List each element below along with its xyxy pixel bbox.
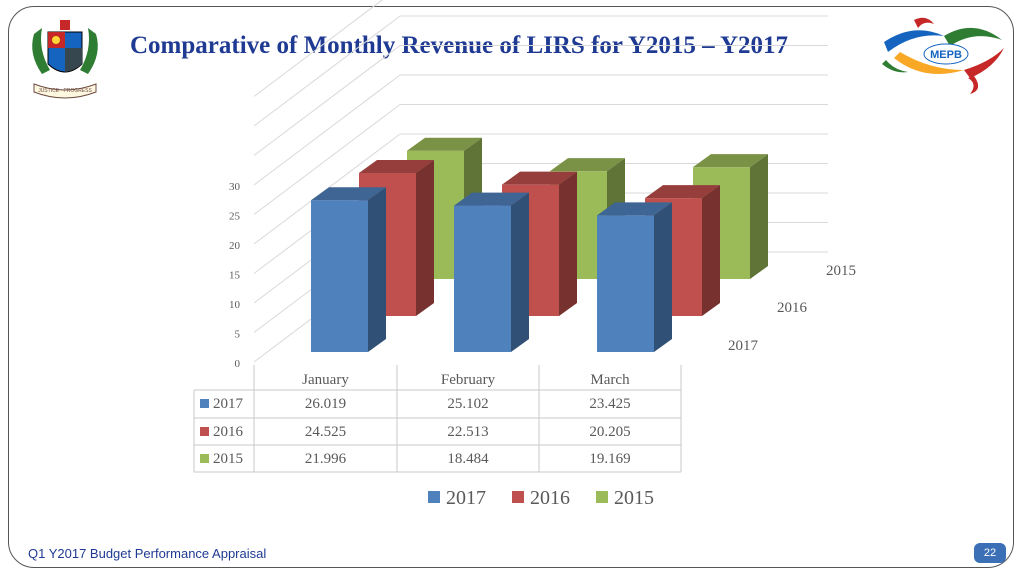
legend-label-2016: 2016 xyxy=(530,487,570,509)
bar-front-2017-January xyxy=(311,200,368,352)
table-cell: 19.169 xyxy=(589,451,630,467)
legend-label-2015: 2015 xyxy=(614,487,654,509)
slide-frame xyxy=(8,6,1014,568)
gridline-diagonal xyxy=(253,15,401,127)
table-row-label-2017: 2017 xyxy=(213,396,244,412)
table-cell: 21.996 xyxy=(305,451,347,467)
bar-top-2017-February xyxy=(454,192,529,206)
bar-side-2016-January xyxy=(416,159,434,316)
bar-top-2017-January xyxy=(311,187,386,201)
bar-front-2017-March xyxy=(597,215,654,352)
table-cell: 26.019 xyxy=(305,396,346,412)
bar-top-2016-February xyxy=(502,171,577,185)
y-tick-label: 25 xyxy=(229,211,241,223)
bar-top-2016-March xyxy=(645,185,720,199)
mepb-logo-text: MEPB xyxy=(930,49,962,61)
bar-front-2017-February xyxy=(454,205,511,352)
crest-motto-text: JUSTICE · PROGRESS xyxy=(38,88,92,94)
bar-side-2016-March xyxy=(702,185,720,316)
y-tick-label: 20 xyxy=(229,240,241,252)
lagos-crest-logo: JUSTICE · PROGRESS xyxy=(32,20,98,99)
y-tick-label: 5 xyxy=(235,329,241,341)
footer-text: Q1 Y2017 Budget Performance Appraisal xyxy=(28,546,267,561)
series-depth-label-2016: 2016 xyxy=(777,300,808,316)
y-tick-label: 10 xyxy=(229,299,241,311)
series-depth-label-2017: 2017 xyxy=(728,338,759,354)
bar-side-2017-January xyxy=(368,187,386,352)
table-legend-key-2016 xyxy=(200,427,209,436)
legend-label-2017: 2017 xyxy=(446,487,486,509)
legend-swatch-2016 xyxy=(512,491,524,503)
bar-top-2015-March xyxy=(693,154,768,168)
table-cell: 22.513 xyxy=(447,424,488,440)
table-header-February: February xyxy=(441,372,496,388)
y-tick-label: 30 xyxy=(229,181,241,193)
bar-side-2017-March xyxy=(654,202,672,352)
gridline-diagonal xyxy=(253,104,401,215)
table-cell: 20.205 xyxy=(589,424,630,440)
table-legend-key-2017 xyxy=(200,399,209,408)
series-depth-label-2015: 2015 xyxy=(826,263,856,279)
legend-swatch-2017 xyxy=(428,491,440,503)
y-tick-label: 0 xyxy=(235,358,241,370)
gridline-diagonal xyxy=(253,0,383,97)
mepb-logo: MEPB xyxy=(882,17,1004,94)
bar-top-2017-March xyxy=(597,202,672,216)
table-cell: 25.102 xyxy=(447,396,488,412)
bar-top-2015-January xyxy=(407,137,482,151)
bar-top-2015-February xyxy=(550,158,625,172)
bar-top-2016-January xyxy=(359,159,434,173)
gridline-diagonal xyxy=(253,45,401,156)
legend-swatch-2015 xyxy=(596,491,608,503)
table-legend-key-2015 xyxy=(200,454,209,463)
page-number-badge: 22 xyxy=(974,543,1006,563)
y-tick-label: 15 xyxy=(229,270,241,282)
table-header-March: March xyxy=(590,372,630,388)
table-cell: 24.525 xyxy=(305,424,346,440)
table-header-January: January xyxy=(302,372,349,388)
gridline-diagonal xyxy=(253,74,401,186)
table-row-label-2016: 2016 xyxy=(213,424,244,440)
table-row-label-2015: 2015 xyxy=(213,451,243,467)
table-cell: 23.425 xyxy=(589,396,630,412)
bar-side-2017-February xyxy=(511,192,529,352)
table-cell: 18.484 xyxy=(447,451,489,467)
bar-side-2015-March xyxy=(750,154,768,279)
bar-side-2016-February xyxy=(559,171,577,316)
